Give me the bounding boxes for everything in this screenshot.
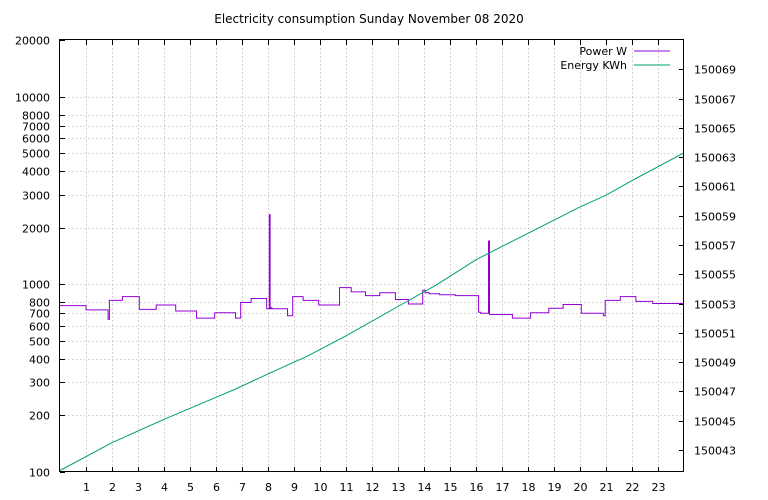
y-tick-label: 300: [29, 377, 50, 390]
x-tick-label: 15: [444, 481, 458, 494]
x-tick-label: 7: [239, 481, 246, 494]
x-tick-label: 3: [135, 481, 142, 494]
legend-label-power: Power W: [579, 45, 627, 58]
y2-tick-label: 150047: [694, 386, 736, 399]
y2-tick-label: 150061: [694, 181, 736, 194]
x-tick-label: 16: [470, 481, 484, 494]
x-tick-label: 4: [161, 481, 168, 494]
x-tick-label: 8: [265, 481, 272, 494]
x-tick-label: 12: [366, 481, 380, 494]
y-tick-label: 8000: [22, 110, 50, 123]
y-tick-label: 3000: [22, 190, 50, 203]
series-layer: [59, 152, 685, 471]
legend: Power W Energy KWh: [560, 45, 670, 72]
y2-tick-label: 150059: [694, 211, 736, 224]
y-tick-label: 600: [29, 321, 50, 334]
x-tick-label: 17: [496, 481, 510, 494]
chart-title: Electricity consumption Sunday November …: [214, 12, 524, 26]
plot-border: [59, 39, 684, 472]
y-tick-label: 5000: [22, 148, 50, 161]
x-tick-label: 11: [340, 481, 354, 494]
x-tick-label: 23: [652, 481, 666, 494]
x-tick-label: 6: [213, 481, 220, 494]
x-tick-label: 5: [187, 481, 194, 494]
x-tick-label: 22: [626, 481, 640, 494]
y-tick-label: 10000: [15, 92, 50, 105]
y2-tick-label: 150069: [694, 64, 736, 77]
x-tick-label: 2: [109, 481, 116, 494]
y2-tick-label: 150051: [694, 328, 736, 341]
y2-tick-label: 150065: [694, 123, 736, 136]
x-tick-label: 21: [600, 481, 614, 494]
y2-tick-label: 150049: [694, 357, 736, 370]
x-tick-label: 14: [418, 481, 432, 494]
x-tick-label: 19: [548, 481, 562, 494]
x-tick-label: 10: [314, 481, 328, 494]
energy-series-line: [59, 152, 685, 471]
y-tick-label: 7000: [22, 121, 50, 134]
y-tick-label: 200: [29, 410, 50, 423]
y-tick-label: 6000: [22, 133, 50, 146]
y2-tick-label: 150057: [694, 240, 736, 253]
y-tick-label: 20000: [15, 35, 50, 48]
power-series-line: [60, 214, 684, 320]
grid-lines: [60, 40, 684, 472]
y-tick-label: 4000: [22, 166, 50, 179]
y2-tick-label: 150067: [694, 94, 736, 107]
y2-tick-label: 150053: [694, 299, 736, 312]
legend-label-energy: Energy KWh: [560, 59, 627, 72]
y-tick-label: 2000: [22, 223, 50, 236]
y-tick-label: 1000: [22, 279, 50, 292]
tick-layer: 1 2 3 4 5 6 7 8 9 10 11 12 13 14 15 16 17 18 19 20 21 22 23100…: [15, 35, 736, 495]
x-tick-label: 9: [291, 481, 298, 494]
y-tick-label: 800: [29, 297, 50, 310]
y-tick-label: 500: [29, 336, 50, 349]
y2-tick-label: 150055: [694, 269, 736, 282]
x-tick-label: 20: [574, 481, 588, 494]
y-tick-label: 700: [29, 308, 50, 321]
x-tick-label: 1: [83, 481, 90, 494]
y2-tick-label: 150045: [694, 416, 736, 429]
y-tick-label: 400: [29, 354, 50, 367]
y2-tick-label: 150063: [694, 152, 736, 165]
x-tick-label: 18: [522, 481, 536, 494]
y2-tick-label: 150043: [694, 445, 736, 458]
x-tick-label: 13: [392, 481, 406, 494]
y-tick-label: 100: [29, 467, 50, 480]
